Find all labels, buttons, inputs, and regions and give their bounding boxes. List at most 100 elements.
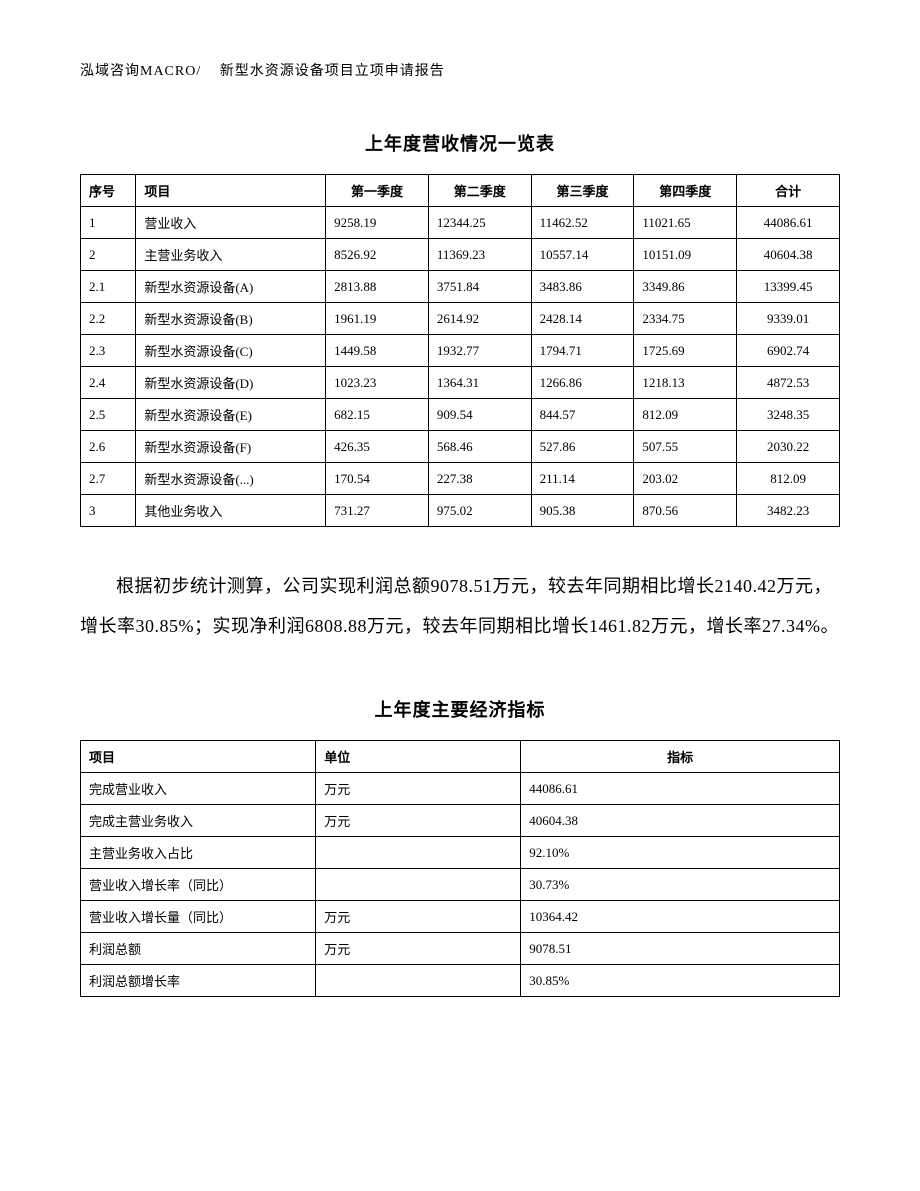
table-cell: 完成主营业务收入 (81, 805, 316, 837)
table2-title: 上年度主要经济指标 (80, 696, 840, 722)
table-cell: 426.35 (326, 431, 429, 463)
table-cell: 万元 (316, 805, 521, 837)
col-item: 项目 (136, 175, 326, 207)
col-value: 指标 (521, 741, 840, 773)
col-total: 合计 (737, 175, 840, 207)
table-cell: 731.27 (326, 495, 429, 527)
table-cell: 682.15 (326, 399, 429, 431)
table-cell: 3349.86 (634, 271, 737, 303)
table-cell: 975.02 (428, 495, 531, 527)
col-q2: 第二季度 (428, 175, 531, 207)
table-cell: 568.46 (428, 431, 531, 463)
table-cell (316, 869, 521, 901)
revenue-table: 序号 项目 第一季度 第二季度 第三季度 第四季度 合计 1营业收入9258.1… (80, 174, 840, 527)
table-cell: 完成营业收入 (81, 773, 316, 805)
table-cell: 9258.19 (326, 207, 429, 239)
table-cell: 2.5 (81, 399, 136, 431)
table-header-row: 项目 单位 指标 (81, 741, 840, 773)
table-cell: 44086.61 (521, 773, 840, 805)
table-cell: 10557.14 (531, 239, 634, 271)
table-cell: 2813.88 (326, 271, 429, 303)
header-left: 泓域咨询MACRO/ (80, 64, 201, 79)
table-cell: 1932.77 (428, 335, 531, 367)
table-header-row: 序号 项目 第一季度 第二季度 第三季度 第四季度 合计 (81, 175, 840, 207)
page-header: 泓域咨询MACRO/ 新型水资源设备项目立项申请报告 (80, 60, 840, 80)
table-row: 完成营业收入万元44086.61 (81, 773, 840, 805)
table-row: 2.7新型水资源设备(...)170.54227.38211.14203.028… (81, 463, 840, 495)
table-cell: 新型水资源设备(F) (136, 431, 326, 463)
table-cell: 1794.71 (531, 335, 634, 367)
col-seq: 序号 (81, 175, 136, 207)
table-cell: 30.85% (521, 965, 840, 997)
indicator-table: 项目 单位 指标 完成营业收入万元44086.61完成主营业务收入万元40604… (80, 740, 840, 997)
table-row: 1营业收入9258.1912344.2511462.5211021.654408… (81, 207, 840, 239)
table-cell: 3482.23 (737, 495, 840, 527)
table-row: 完成主营业务收入万元40604.38 (81, 805, 840, 837)
table-cell: 11021.65 (634, 207, 737, 239)
table-cell: 利润总额增长率 (81, 965, 316, 997)
table-cell: 2 (81, 239, 136, 271)
table-cell: 新型水资源设备(E) (136, 399, 326, 431)
table-cell: 507.55 (634, 431, 737, 463)
table-cell: 2334.75 (634, 303, 737, 335)
table-cell: 8526.92 (326, 239, 429, 271)
table-row: 2.5新型水资源设备(E)682.15909.54844.57812.09324… (81, 399, 840, 431)
table-cell: 11462.52 (531, 207, 634, 239)
table-cell: 2.2 (81, 303, 136, 335)
table-cell: 812.09 (634, 399, 737, 431)
table-row: 营业收入增长量（同比）万元10364.42 (81, 901, 840, 933)
table-cell: 527.86 (531, 431, 634, 463)
table-cell: 170.54 (326, 463, 429, 495)
table-cell: 新型水资源设备(A) (136, 271, 326, 303)
table-cell: 3751.84 (428, 271, 531, 303)
table-cell: 13399.45 (737, 271, 840, 303)
table-row: 2.2新型水资源设备(B)1961.192614.922428.142334.7… (81, 303, 840, 335)
col-item: 项目 (81, 741, 316, 773)
table-cell: 9078.51 (521, 933, 840, 965)
table-cell: 万元 (316, 773, 521, 805)
table-cell: 1218.13 (634, 367, 737, 399)
table-cell: 3483.86 (531, 271, 634, 303)
table-cell: 12344.25 (428, 207, 531, 239)
table-cell: 主营业务收入占比 (81, 837, 316, 869)
table-cell: 1961.19 (326, 303, 429, 335)
table-cell: 1266.86 (531, 367, 634, 399)
table-row: 2.4新型水资源设备(D)1023.231364.311266.861218.1… (81, 367, 840, 399)
table-cell: 2614.92 (428, 303, 531, 335)
table-cell: 其他业务收入 (136, 495, 326, 527)
table-row: 2.1新型水资源设备(A)2813.883751.843483.863349.8… (81, 271, 840, 303)
table-row: 利润总额增长率 30.85% (81, 965, 840, 997)
table-cell: 10151.09 (634, 239, 737, 271)
table-cell: 10364.42 (521, 901, 840, 933)
table-row: 主营业务收入占比 92.10% (81, 837, 840, 869)
table-cell (316, 837, 521, 869)
col-q4: 第四季度 (634, 175, 737, 207)
table-cell: 40604.38 (521, 805, 840, 837)
table-row: 利润总额万元9078.51 (81, 933, 840, 965)
table-cell: 1725.69 (634, 335, 737, 367)
table-cell: 92.10% (521, 837, 840, 869)
table-cell: 新型水资源设备(C) (136, 335, 326, 367)
table-cell: 844.57 (531, 399, 634, 431)
table-cell: 227.38 (428, 463, 531, 495)
table-cell: 1 (81, 207, 136, 239)
table-cell: 1449.58 (326, 335, 429, 367)
table-cell: 3248.35 (737, 399, 840, 431)
table-row: 3其他业务收入731.27975.02905.38870.563482.23 (81, 495, 840, 527)
table-cell: 4872.53 (737, 367, 840, 399)
table-cell: 营业收入增长量（同比） (81, 901, 316, 933)
table-cell: 2030.22 (737, 431, 840, 463)
table-cell: 新型水资源设备(B) (136, 303, 326, 335)
col-q1: 第一季度 (326, 175, 429, 207)
col-q3: 第三季度 (531, 175, 634, 207)
table-cell: 40604.38 (737, 239, 840, 271)
table-cell: 2.6 (81, 431, 136, 463)
table-cell: 万元 (316, 933, 521, 965)
table-row: 2主营业务收入8526.9211369.2310557.1410151.0940… (81, 239, 840, 271)
table-cell: 营业收入增长率（同比） (81, 869, 316, 901)
table-cell: 3 (81, 495, 136, 527)
table-cell: 211.14 (531, 463, 634, 495)
table-cell: 2.7 (81, 463, 136, 495)
table-cell: 2.4 (81, 367, 136, 399)
table-cell: 2.1 (81, 271, 136, 303)
